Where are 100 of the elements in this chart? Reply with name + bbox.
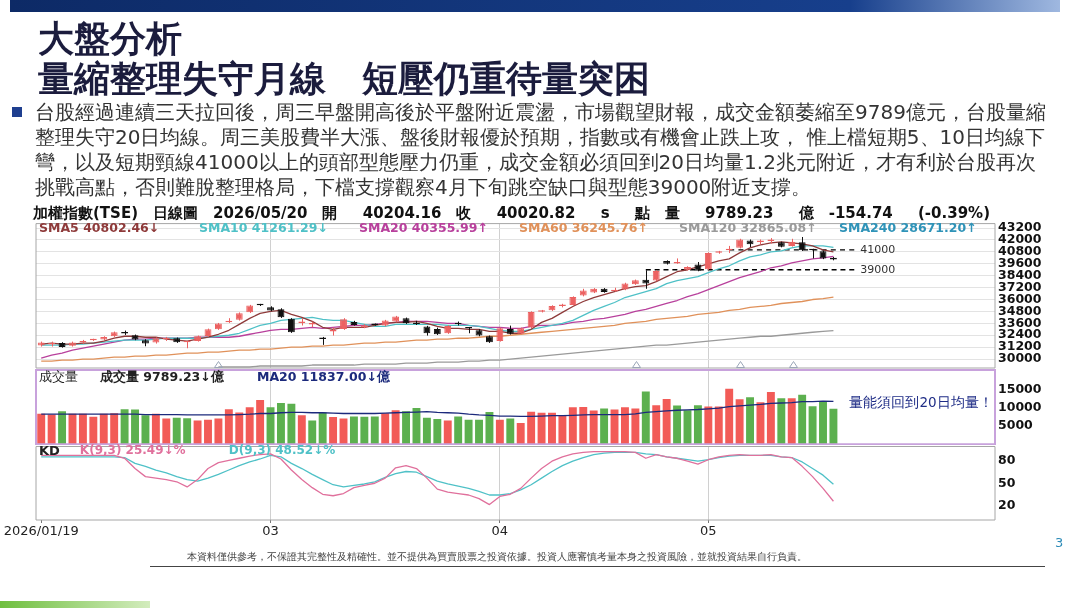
bar xyxy=(256,400,265,445)
bar xyxy=(172,417,181,445)
text: SMA120 32865.08↑ xyxy=(679,220,817,236)
bar xyxy=(464,419,473,445)
bar xyxy=(162,418,171,445)
bar xyxy=(766,392,775,445)
y-tick-label: 15000 xyxy=(998,381,1042,397)
bar xyxy=(131,409,139,445)
bar xyxy=(641,391,650,445)
bar xyxy=(58,411,67,445)
bar xyxy=(704,406,713,445)
bar xyxy=(318,412,327,445)
text: 本資料僅供參考，不保證其完整性及精確性。並不提供為買賣股票之投資依據。投資人應審慎考量本身之投資風險，並就投資結果自行負責。 xyxy=(187,551,807,563)
x-tick-label: 04 xyxy=(491,523,509,539)
bar xyxy=(433,418,442,445)
bar xyxy=(808,406,817,445)
bar xyxy=(787,398,796,445)
bar xyxy=(620,407,629,445)
bar xyxy=(99,413,108,445)
bar xyxy=(193,420,202,445)
bar xyxy=(141,415,150,445)
bar xyxy=(631,408,640,445)
bar xyxy=(151,413,160,445)
text: 加權指數(TSE) 日線圖 2026/05/20 開 40204.16 收 40020.82 s 點 量 9789.23 億 -154.74 (-0.39%) xyxy=(33,204,990,222)
bar xyxy=(819,401,827,445)
bar xyxy=(548,412,556,445)
bar xyxy=(391,410,400,445)
text: 台股經過連續三天拉回後，周三早盤開高後於平盤附近震盪，市場觀望財報，成交金額萎縮至9789億元，台股量縮整理失守20日均線。周三美股費半大漲、盤後財報優於預期，指數或有機會止跌上攻， 惟上檔短期5、10日均線下彎，以及短期頸線41000以上的頭部型態壓力仍重，成交金額必須回到20日均量1.2兆元附近，才有利於台股再次挑戰高點，否則難脫整理格局，下檔支撐觀察4月下旬跳空缺口與型態39000附近支撐。 xyxy=(35,99,1047,201)
bar xyxy=(589,410,598,445)
bar xyxy=(381,413,390,445)
bar xyxy=(245,407,254,445)
bar xyxy=(308,420,317,445)
bar xyxy=(600,408,609,445)
x-tick-label: 2026/01/19 xyxy=(3,523,79,539)
text: MA20 11837.00↓億 xyxy=(257,369,391,385)
bar xyxy=(422,417,431,445)
bar xyxy=(579,406,588,445)
bar xyxy=(329,417,338,445)
bar xyxy=(558,415,567,445)
bar xyxy=(662,399,671,445)
bar xyxy=(235,412,244,445)
text: SMA10 41261.29↓ xyxy=(199,220,328,236)
chart-title: 成交量 xyxy=(39,369,78,385)
y-tick-label: 10000 xyxy=(998,399,1042,415)
bar xyxy=(673,405,682,445)
series-label: 成交量 9789.23↓億 xyxy=(99,369,225,385)
legend-label: SMA240 28671.20↑ xyxy=(839,220,977,236)
bar xyxy=(693,405,702,445)
bar xyxy=(47,414,56,445)
series-label: 41000 xyxy=(860,242,896,256)
bar xyxy=(110,413,119,445)
chart-title: KD xyxy=(39,442,61,458)
bar xyxy=(37,413,46,445)
bar xyxy=(829,408,838,445)
x-tick-label: 03 xyxy=(262,523,279,539)
bar xyxy=(214,418,223,445)
bar xyxy=(735,399,744,445)
bar xyxy=(652,405,661,445)
chart-subtitle: 量縮整理失守月線 短壓仍重待量突困 xyxy=(38,58,650,99)
bar xyxy=(402,411,411,445)
bar xyxy=(475,419,483,445)
bar xyxy=(568,407,577,445)
text: SMA20 40355.99↑ xyxy=(359,220,488,236)
series-label: D(9,3) 48.52↓% xyxy=(228,443,336,458)
bar xyxy=(370,416,379,445)
bar xyxy=(120,409,129,445)
bar xyxy=(495,419,504,445)
bar xyxy=(714,406,723,445)
y-tick-label: 5000 xyxy=(998,417,1034,433)
bar xyxy=(183,418,192,445)
bar xyxy=(527,411,536,445)
bar xyxy=(349,416,358,445)
bar xyxy=(297,415,306,445)
y-tick-label: 20 xyxy=(998,496,1016,512)
series-label: K(9,3) 25.49↓% xyxy=(79,443,186,458)
bar xyxy=(287,403,296,445)
bar xyxy=(277,402,285,445)
series-label: 39000 xyxy=(860,262,896,276)
bar xyxy=(454,416,463,445)
bar xyxy=(204,419,212,445)
text: SMA5 40802.46↓ xyxy=(39,220,160,236)
x-tick-label: 05 xyxy=(700,523,717,539)
y-tick-label: 50 xyxy=(998,474,1016,490)
annotation: 量能須回到20日均量！ xyxy=(849,393,993,410)
bar xyxy=(777,398,786,445)
bar xyxy=(537,412,546,445)
bar xyxy=(516,422,525,445)
text: SMA60 36245.76↑ xyxy=(519,220,648,236)
bar xyxy=(224,409,233,445)
bar xyxy=(485,412,494,445)
y-tick-label: 80 xyxy=(998,452,1016,468)
bar xyxy=(360,416,369,445)
bar xyxy=(746,397,754,445)
text: 3 xyxy=(1055,535,1064,550)
bar xyxy=(506,418,515,445)
bar xyxy=(78,413,87,445)
bar xyxy=(89,416,98,445)
chart-title: 大盤分析 xyxy=(38,18,182,59)
bar xyxy=(725,388,734,445)
bar xyxy=(443,420,452,445)
